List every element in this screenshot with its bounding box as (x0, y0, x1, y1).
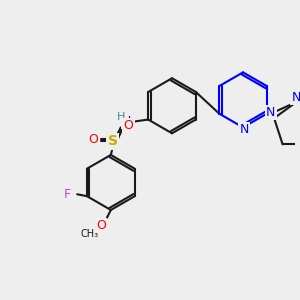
Text: O: O (96, 219, 106, 232)
Text: CH₃: CH₃ (80, 229, 98, 238)
Text: O: O (124, 119, 134, 132)
Text: N: N (122, 115, 131, 128)
Text: N: N (239, 123, 249, 136)
Text: F: F (64, 188, 71, 201)
Text: S: S (108, 134, 118, 148)
Text: H: H (116, 112, 125, 122)
Text: N: N (292, 91, 300, 103)
Text: O: O (88, 133, 98, 146)
Text: N: N (266, 106, 275, 119)
